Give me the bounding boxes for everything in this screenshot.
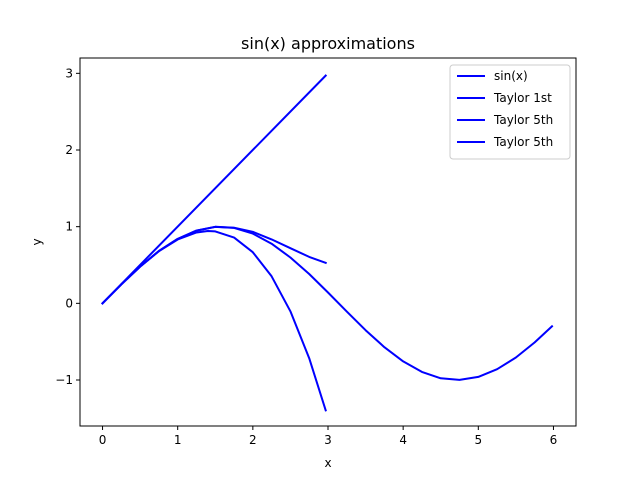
chart-title: sin(x) approximations — [241, 34, 415, 53]
y-axis-ticks: −1 0 1 2 3 — [55, 66, 80, 387]
x-axis-label: x — [324, 456, 331, 470]
y-axis-label: y — [30, 238, 44, 245]
x-axis-ticks: 0 1 2 3 4 5 6 — [99, 426, 558, 447]
y-tick-label: −1 — [55, 373, 73, 387]
legend: sin(x) Taylor 1st Taylor 5th Taylor 5th — [449, 64, 571, 160]
legend-label-3: Taylor 5th — [493, 135, 553, 149]
y-tick-label: 0 — [65, 296, 73, 310]
axes-frame — [79, 57, 577, 427]
x-tick-label: 2 — [249, 433, 257, 447]
legend-label-2: Taylor 5th — [493, 113, 553, 127]
legend-label-0: sin(x) — [494, 69, 528, 83]
x-tick-label: 1 — [174, 433, 182, 447]
y-tick-label: 3 — [65, 66, 73, 80]
legend-box — [449, 64, 571, 160]
series-line-2 — [101, 225, 327, 305]
series-line-3 — [101, 230, 327, 412]
x-tick-label: 0 — [99, 433, 107, 447]
y-tick-label: 1 — [65, 220, 73, 234]
series-line-1 — [101, 74, 328, 305]
x-tick-label: 4 — [399, 433, 407, 447]
plot-area — [101, 74, 554, 412]
legend-label-1: Taylor 1st — [493, 91, 552, 105]
x-tick-label: 6 — [550, 433, 558, 447]
x-tick-label: 3 — [324, 433, 332, 447]
y-tick-label: 2 — [65, 143, 73, 157]
series-line-0 — [101, 225, 554, 381]
x-tick-label: 5 — [474, 433, 482, 447]
